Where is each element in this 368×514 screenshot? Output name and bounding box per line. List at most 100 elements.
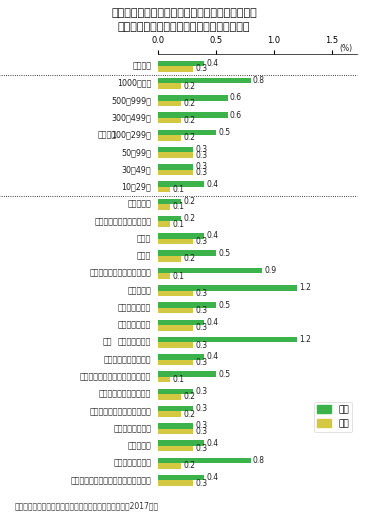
Bar xyxy=(158,268,262,273)
Text: 0.4: 0.4 xyxy=(207,318,219,327)
Bar xyxy=(158,199,181,204)
Bar xyxy=(158,113,227,118)
Text: 0.5: 0.5 xyxy=(218,249,230,258)
Bar xyxy=(158,377,170,382)
Text: 1000人以上: 1000人以上 xyxy=(117,79,151,88)
Bar xyxy=(158,147,193,152)
Text: 0.5: 0.5 xyxy=(218,128,230,137)
Bar xyxy=(158,164,193,170)
Bar xyxy=(158,429,193,434)
Text: 0.8: 0.8 xyxy=(253,456,265,465)
Bar xyxy=(158,394,181,400)
Text: 産業: 産業 xyxy=(103,338,112,347)
Text: 0.3: 0.3 xyxy=(195,237,207,246)
Bar xyxy=(158,152,193,158)
Bar xyxy=(158,250,216,256)
Text: 教育、学習支援業: 教育、学習支援業 xyxy=(113,424,151,433)
Text: （資料）　厚生労働省「労働安全衛生に関する調査」（2017年）: （資料） 厚生労働省「労働安全衛生に関する調査」（2017年） xyxy=(15,501,159,510)
Bar xyxy=(158,130,216,135)
Bar xyxy=(158,320,205,325)
Bar xyxy=(158,463,181,469)
Text: 0.8: 0.8 xyxy=(253,76,265,85)
Bar xyxy=(158,135,181,141)
Text: 電気・ガス・熱供給・水道行: 電気・ガス・熱供給・水道行 xyxy=(89,269,151,278)
Text: 製造業: 製造業 xyxy=(137,251,151,261)
Text: 学術研究、専門・技術サービス業: 学術研究、専門・技術サービス業 xyxy=(80,372,151,381)
Text: 300～499人: 300～499人 xyxy=(112,114,151,122)
Text: 0.1: 0.1 xyxy=(172,375,184,384)
Bar xyxy=(158,406,193,411)
Text: 1.2: 1.2 xyxy=(299,283,311,292)
Bar xyxy=(158,308,193,314)
Text: 運輸業、郵便業: 運輸業、郵便業 xyxy=(118,303,151,313)
Bar xyxy=(158,290,193,296)
Text: 0.5: 0.5 xyxy=(218,301,230,309)
Bar xyxy=(158,204,170,210)
Text: 0.2: 0.2 xyxy=(184,134,196,142)
Bar xyxy=(158,187,170,192)
Bar xyxy=(158,78,251,83)
Text: 0.3: 0.3 xyxy=(195,479,207,488)
Text: 500～999人: 500～999人 xyxy=(111,96,151,105)
Bar xyxy=(158,481,193,486)
Text: 0.2: 0.2 xyxy=(184,462,196,470)
Text: 0.9: 0.9 xyxy=(265,266,277,275)
Text: 0.3: 0.3 xyxy=(195,444,207,453)
Bar xyxy=(158,411,181,417)
Text: 0.3: 0.3 xyxy=(195,341,207,350)
Text: 0.1: 0.1 xyxy=(172,219,184,229)
Bar xyxy=(158,222,170,227)
Bar xyxy=(158,61,205,66)
Bar xyxy=(158,354,205,360)
Text: 0.5: 0.5 xyxy=(218,370,230,379)
Text: 0.3: 0.3 xyxy=(195,145,207,154)
Text: 宿泊業、飲食サービス業: 宿泊業、飲食サービス業 xyxy=(99,390,151,399)
Text: 0.4: 0.4 xyxy=(207,438,219,448)
Bar xyxy=(158,337,297,342)
Bar xyxy=(158,389,193,394)
Text: 0.4: 0.4 xyxy=(207,473,219,482)
Text: (%): (%) xyxy=(339,44,352,52)
Text: 50～99人: 50～99人 xyxy=(121,148,151,157)
Text: 0.3: 0.3 xyxy=(195,358,207,367)
Text: 0.4: 0.4 xyxy=(207,231,219,241)
Bar xyxy=(158,360,193,365)
Text: 0.2: 0.2 xyxy=(184,214,196,223)
Bar xyxy=(158,101,181,106)
Bar xyxy=(158,475,205,481)
Text: 0.2: 0.2 xyxy=(184,392,196,401)
Text: サービス業（他に分類されないもの）: サービス業（他に分類されないもの） xyxy=(71,476,151,485)
Text: 図表１　過去１年間にメンタルヘルス不調により: 図表１ 過去１年間にメンタルヘルス不調により xyxy=(111,8,257,17)
Text: 連続１か月以上休業又は退職した従業員割合: 連続１か月以上休業又は退職した従業員割合 xyxy=(118,22,250,31)
Text: 0.6: 0.6 xyxy=(230,111,242,120)
Bar xyxy=(158,66,193,71)
Text: 0.2: 0.2 xyxy=(184,82,196,90)
Bar xyxy=(158,302,216,308)
Text: 0.3: 0.3 xyxy=(195,64,207,74)
Bar xyxy=(158,233,205,238)
Text: 金融業、保険業: 金融業、保険業 xyxy=(118,338,151,347)
Bar xyxy=(158,256,181,262)
Bar xyxy=(158,95,227,101)
Text: 0.4: 0.4 xyxy=(207,353,219,361)
Text: 農業、林業: 農業、林業 xyxy=(128,200,151,209)
Text: 事業所計: 事業所計 xyxy=(132,62,151,70)
Text: 0.3: 0.3 xyxy=(195,427,207,436)
Text: 0.2: 0.2 xyxy=(184,116,196,125)
Bar xyxy=(158,440,205,446)
Text: 100～299人: 100～299人 xyxy=(112,131,151,140)
Bar xyxy=(158,342,193,348)
Text: 0.1: 0.1 xyxy=(172,185,184,194)
Text: 0.3: 0.3 xyxy=(195,323,207,333)
Text: 0.2: 0.2 xyxy=(184,197,196,206)
Bar xyxy=(158,273,170,279)
Bar xyxy=(158,118,181,123)
Text: 0.3: 0.3 xyxy=(195,306,207,315)
Bar xyxy=(158,238,193,244)
Text: 卵売業、小売業: 卵売業、小売業 xyxy=(118,321,151,329)
Text: 医療、福祉: 医療、福祉 xyxy=(128,442,151,450)
Text: 0.1: 0.1 xyxy=(172,203,184,211)
Legend: 休業, 退職: 休業, 退職 xyxy=(314,402,353,432)
Bar xyxy=(158,457,251,463)
Text: 0.6: 0.6 xyxy=(230,94,242,102)
